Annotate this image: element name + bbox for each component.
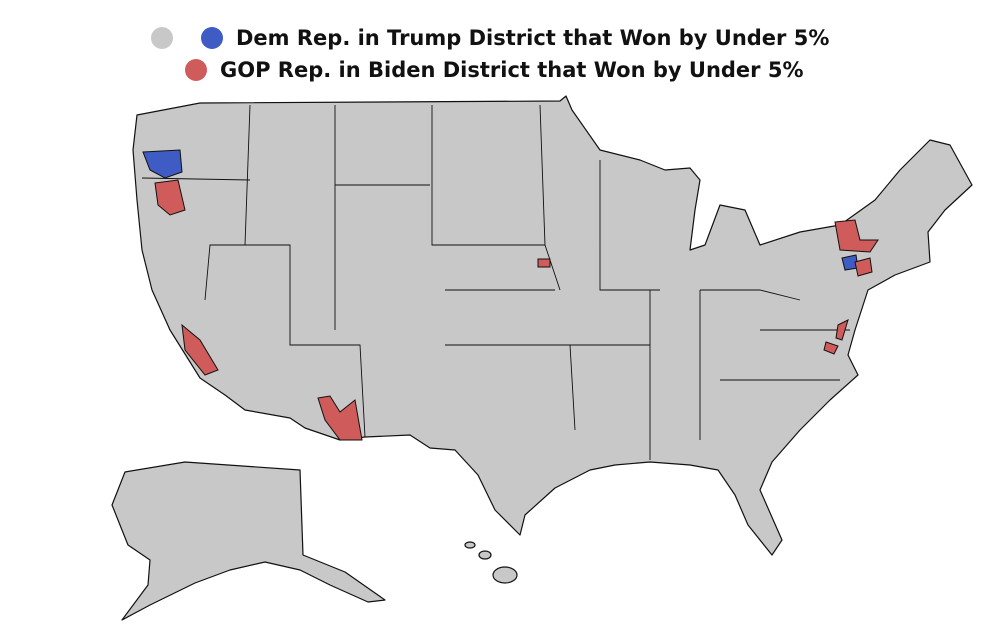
district <box>181 323 219 376</box>
district <box>142 149 183 179</box>
highlighted-districts <box>142 149 879 441</box>
legend-swatch <box>201 27 223 49</box>
alaska-hawaii <box>111 461 518 621</box>
district <box>834 219 879 253</box>
land <box>132 95 973 556</box>
district <box>317 395 363 441</box>
legend-swatch <box>185 59 207 81</box>
border <box>141 104 850 460</box>
district <box>823 341 839 355</box>
land <box>464 541 476 549</box>
legend-swatch <box>151 27 173 49</box>
district <box>537 258 551 268</box>
legend: Dem Rep. in Trump District that Won by U… <box>151 26 829 82</box>
land <box>111 461 386 621</box>
land <box>478 550 492 560</box>
district <box>154 179 186 216</box>
contiguous-us <box>132 95 973 556</box>
legend-label: Dem Rep. in Trump District that Won by U… <box>236 26 829 50</box>
district <box>854 257 873 277</box>
district <box>835 319 849 341</box>
legend-label: GOP Rep. in Biden District that Won by U… <box>220 58 804 82</box>
land <box>492 566 518 584</box>
